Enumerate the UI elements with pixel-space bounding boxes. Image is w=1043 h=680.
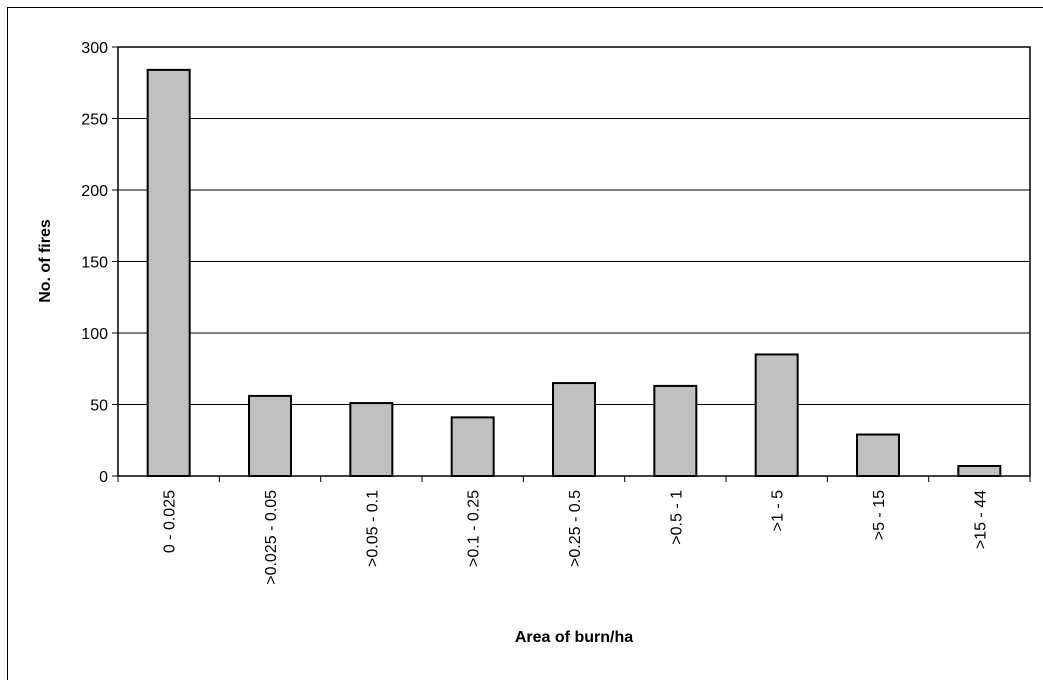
bar-6: [653, 384, 698, 477]
y-tick-label: 300: [81, 40, 108, 57]
bar-3: [349, 402, 394, 478]
y-tick-label: 100: [81, 326, 108, 343]
chart-frame: [7, 7, 1043, 680]
x-tick-label: >0.25 - 0.5: [567, 490, 584, 567]
bar-7: [754, 353, 799, 478]
x-tick-label: >5 - 15: [871, 490, 888, 540]
y-tick-label: 250: [81, 112, 108, 129]
x-tick-label: >0.05 - 0.1: [364, 490, 381, 567]
x-tick-label: 0 - 0.025: [162, 490, 179, 553]
y-tick-label: 150: [81, 255, 108, 272]
x-axis-ticks: 0 - 0.025 >0.025 - 0.05 >0.05 - 0.1 >0.1 - …: [117, 476, 1031, 585]
y-axis-ticks: 0 50 100 150 200 250 300: [81, 40, 118, 486]
bar-4: [450, 416, 495, 477]
bars: [146, 68, 1002, 478]
x-axis-label: Area of burn/ha: [515, 629, 633, 646]
bar-5: [552, 382, 596, 477]
bar-1: [146, 68, 191, 477]
y-tick-label: 50: [90, 398, 108, 415]
y-tick-label: 200: [81, 183, 108, 200]
x-tick-label: >0.025 - 0.05: [263, 490, 280, 585]
x-tick-label: >0.1 - 0.25: [466, 490, 483, 567]
bar-8: [856, 433, 900, 477]
gridlines: [118, 118, 1030, 405]
x-tick-label: >15 - 44: [972, 490, 989, 549]
y-tick-label: 0: [99, 469, 108, 486]
bar-9: [957, 464, 1002, 477]
y-axis-label: No. of fires: [37, 219, 54, 303]
x-tick-label: >0.5 - 1: [668, 490, 685, 545]
bar-2: [248, 394, 292, 478]
x-tick-label: >1 - 5: [770, 490, 787, 531]
